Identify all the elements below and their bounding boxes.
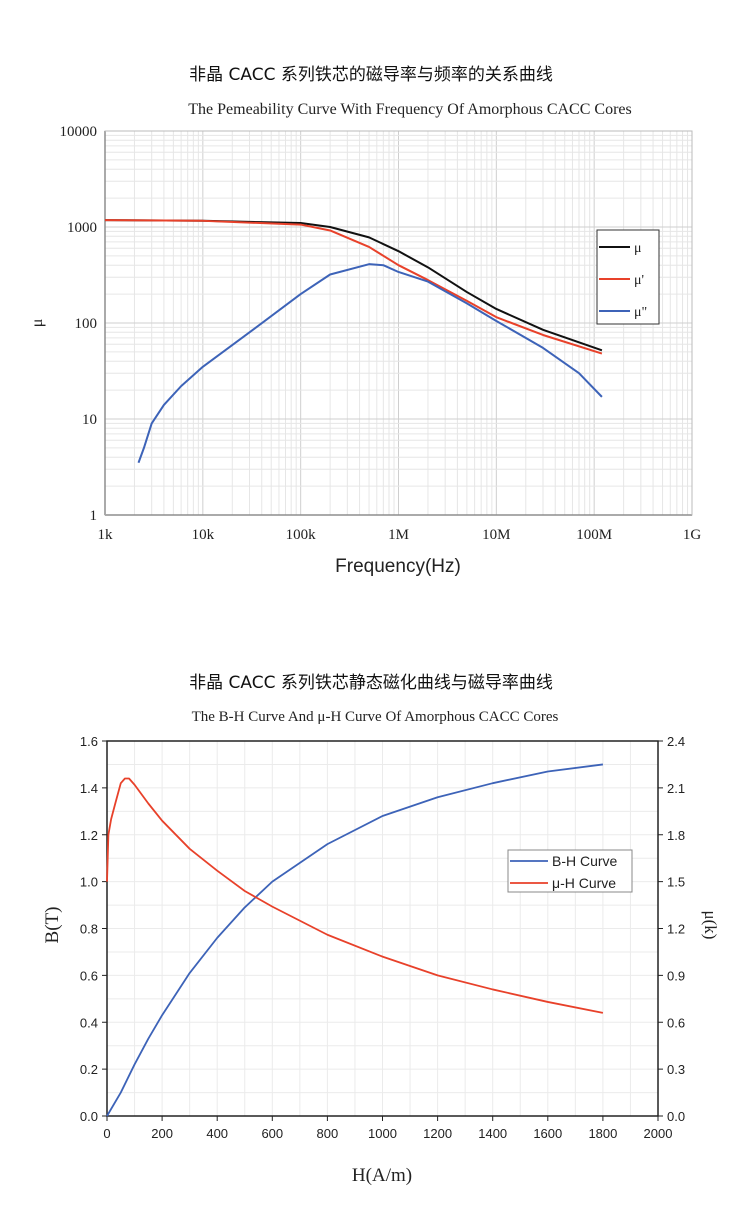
x-tick-label: 600 xyxy=(261,1126,283,1141)
chart-title: The Pemeability Curve With Frequency Of … xyxy=(188,101,631,118)
legend-label-1: μ' xyxy=(634,273,644,288)
y-tick-label: 100 xyxy=(75,316,98,332)
legend-label-0: B-H Curve xyxy=(552,853,618,869)
y-tick-label: 0.2 xyxy=(80,1062,98,1077)
y-right-tick-label: 1.5 xyxy=(667,875,685,890)
series-line-1 xyxy=(104,219,603,355)
y-right-tick-label: 0.9 xyxy=(667,968,685,983)
series-line-0 xyxy=(106,763,604,1117)
x-tick-label: 1k xyxy=(98,527,114,543)
y-tick-label: 1.0 xyxy=(80,875,98,890)
legend-label-2: μ" xyxy=(634,305,647,320)
y-tick-label: 0.4 xyxy=(80,1015,98,1030)
y-tick-label: 0.6 xyxy=(80,968,98,983)
y-tick-label: 10 xyxy=(82,412,97,428)
y-tick-label: 0.0 xyxy=(80,1109,98,1124)
legend-box xyxy=(507,849,633,893)
y-right-tick-label: 2.1 xyxy=(667,781,685,796)
series-line-0 xyxy=(104,219,603,352)
y-right-tick-label: 1.2 xyxy=(667,922,685,937)
x-tick-label: 1400 xyxy=(478,1126,507,1141)
series-line-2 xyxy=(137,263,603,464)
legend-label-1: μ-H Curve xyxy=(552,875,616,891)
x-tick-label: 100k xyxy=(286,527,317,543)
y-right-tick-label: 0.6 xyxy=(667,1015,685,1030)
y-right-axis-label: μ(k) xyxy=(701,911,720,940)
chart2-chinese-heading: 非晶 CACC 系列铁芯静态磁化曲线与磁导率曲线 xyxy=(189,673,553,693)
y-right-tick-label: 0.3 xyxy=(667,1062,685,1077)
y-tick-label: 1 xyxy=(90,508,98,524)
x-tick-label: 800 xyxy=(317,1126,339,1141)
x-tick-label: 10k xyxy=(192,527,215,543)
x-tick-label: 2000 xyxy=(644,1126,673,1141)
y-tick-label: 1.6 xyxy=(80,734,98,749)
chart-title: The B-H Curve And μ-H Curve Of Amorphous… xyxy=(192,709,559,725)
y-tick-label: 0.8 xyxy=(80,922,98,937)
x-tick-label: 1800 xyxy=(588,1126,617,1141)
x-tick-label: 1200 xyxy=(423,1126,452,1141)
y-axis-label: B(T) xyxy=(42,907,63,944)
x-axis-label: H(A/m) xyxy=(352,1165,412,1186)
bh-mu-curve-chart: The B-H Curve And μ-H Curve Of Amorphous… xyxy=(42,709,720,1186)
series-line-1 xyxy=(106,777,604,1014)
y-right-tick-label: 0.0 xyxy=(667,1109,685,1124)
y-right-tick-label: 2.4 xyxy=(667,734,685,749)
y-axis-label: μ xyxy=(29,319,46,328)
x-tick-label: 200 xyxy=(151,1126,173,1141)
y-tick-label: 10000 xyxy=(60,124,98,140)
y-right-tick-label: 1.8 xyxy=(667,828,685,843)
x-axis-label: Frequency(Hz) xyxy=(335,556,461,577)
x-tick-label: 0 xyxy=(103,1126,110,1141)
permeability-frequency-chart: The Pemeability Curve With Frequency Of … xyxy=(29,101,702,577)
x-tick-label: 1M xyxy=(388,527,409,543)
y-tick-label: 1000 xyxy=(67,220,97,236)
x-tick-label: 1600 xyxy=(533,1126,562,1141)
y-tick-label: 1.4 xyxy=(80,781,98,796)
legend-label-0: μ xyxy=(634,241,642,256)
chart1-chinese-heading: 非晶 CACC 系列铁芯的磁导率与频率的关系曲线 xyxy=(189,65,553,85)
plot-frame xyxy=(104,130,693,516)
y-tick-label: 1.2 xyxy=(80,828,98,843)
legend-box xyxy=(596,229,660,325)
x-tick-label: 1000 xyxy=(368,1126,397,1141)
x-tick-label: 10M xyxy=(482,527,510,543)
x-tick-label: 1G xyxy=(683,527,702,543)
x-tick-label: 400 xyxy=(206,1126,228,1141)
x-tick-label: 100M xyxy=(576,527,612,543)
